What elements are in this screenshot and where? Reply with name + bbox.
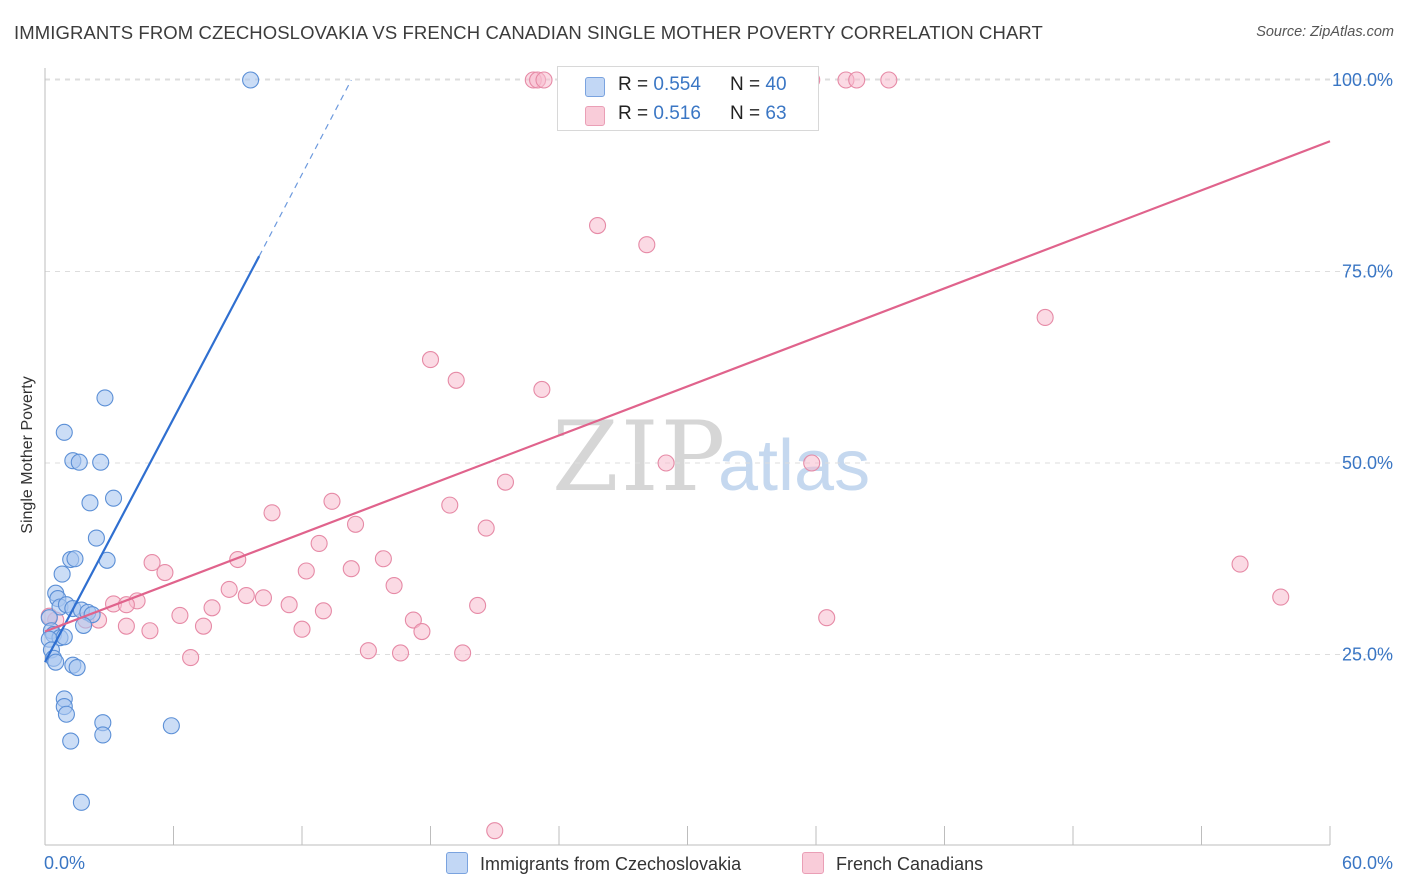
data-point-czechoslovakia [94,726,112,744]
data-point-french-canadians [477,519,495,537]
watermark-atlas: atlas [718,426,870,506]
blue-swatch [585,77,605,97]
y-tick-label: 75.0% [1342,262,1393,282]
data-point-french-canadians [1272,588,1290,606]
data-point-french-canadians [421,351,440,369]
data-point-french-canadians [1231,555,1249,573]
data-point-czechoslovakia [104,489,123,507]
data-point-french-canadians [254,589,273,607]
data-point-czechoslovakia [47,653,65,671]
legend-row-french-canadians: R = 0.516 N = 63 [558,100,818,130]
data-point-french-canadians [342,560,360,578]
data-point-french-canadians [374,550,392,568]
legend-item-czechoslovakia: Immigrants from Czechoslovakia [446,852,741,875]
data-point-french-canadians [297,562,315,580]
pink-swatch [585,106,605,126]
data-point-french-canadians [496,473,515,491]
data-point-czechoslovakia [70,453,88,471]
data-point-french-canadians [359,642,377,660]
data-point-french-canadians [280,596,298,614]
correlation-legend: R = 0.554 N = 40 R = 0.516 N = 63 [557,66,819,131]
data-point-czechoslovakia [66,550,84,568]
trendline-french-canadians [44,140,1331,633]
data-point-french-canadians [533,380,551,399]
trend-lines [44,79,1331,663]
data-point-french-canadians [323,492,341,510]
data-point-french-canadians [117,617,135,635]
r-value-czechoslovakia: R = 0.554 [618,74,701,95]
data-point-czechoslovakia [96,389,114,407]
data-point-french-canadians [638,236,656,254]
data-point-french-canadians [818,609,836,627]
blue-legend-swatch [446,852,468,874]
data-point-czechoslovakia [57,705,75,723]
data-point-french-canadians [141,622,159,640]
x-tick-label-min: 0.0% [44,853,85,873]
data-point-french-canadians [535,71,553,89]
data-point-czechoslovakia [68,658,86,677]
series-french-canadians [40,71,1290,840]
data-point-french-canadians [171,606,189,624]
y-tick-label: 50.0% [1342,453,1393,473]
data-point-czechoslovakia [53,565,71,583]
pink-legend-swatch [802,852,824,874]
data-point-french-canadians [454,644,472,662]
data-point-french-canadians [848,71,866,89]
data-point-french-canadians [469,596,487,615]
r-value-french-canadians: R = 0.516 [618,103,701,124]
n-value-french-canadians: N = 63 [730,103,787,124]
data-point-french-canadians [293,620,311,638]
data-point-french-canadians [385,577,403,595]
data-point-czechoslovakia [87,529,105,547]
series-immigrants-czechoslovakia [40,71,260,811]
data-point-french-canadians [203,599,221,617]
data-point-french-canadians [182,649,200,667]
data-point-french-canadians [803,454,821,472]
y-tick-label: 100.0% [1332,70,1393,90]
legend-row-czechoslovakia: R = 0.554 N = 40 [558,71,818,101]
source-label: Source: ZipAtlas.com [1256,24,1394,40]
data-point-french-canadians [413,622,431,641]
tick-labels: 25.0% 50.0% 75.0% 100.0% 0.0% 60.0% [44,70,1393,873]
data-point-czechoslovakia [55,423,73,441]
data-point-french-canadians [143,554,161,572]
data-point-french-canadians [391,644,410,662]
data-point-french-canadians [441,496,459,514]
gridlines [45,78,1392,655]
data-point-czechoslovakia [81,494,99,512]
data-point-french-canadians [194,617,213,635]
axes [44,68,1331,846]
data-point-french-canadians [156,563,174,582]
data-point-french-canadians [220,580,238,598]
data-point-french-canadians [117,596,135,614]
trendline-czechoslovakia-extension [258,79,352,257]
data-point-czechoslovakia [162,717,180,735]
data-point-french-canadians [880,71,898,89]
trendline-czechoslovakia [44,255,261,663]
data-point-czechoslovakia [242,71,260,89]
data-point-czechoslovakia [72,793,90,811]
data-point-french-canadians [404,611,422,629]
legend-item-french-canadians: French Canadians [802,852,983,875]
data-point-french-canadians [346,515,365,533]
data-point-french-canadians [588,216,607,235]
series-legend: Immigrants from Czechoslovakia French Ca… [0,852,1406,878]
data-point-french-canadians [263,504,281,522]
data-point-french-canadians [1036,308,1054,327]
data-point-french-canadians [314,602,332,620]
watermark-zip: ZIP [552,401,727,513]
chart-title: IMMIGRANTS FROM CZECHOSLOVAKIA VS FRENCH… [14,22,1043,43]
x-tick-label-max: 60.0% [1342,853,1393,873]
data-point-french-canadians [447,371,465,389]
data-point-french-canadians [657,454,675,472]
data-point-french-canadians [486,822,504,840]
data-point-french-canadians [310,534,328,552]
data-point-french-canadians [237,586,255,605]
n-value-czechoslovakia: N = 40 [730,74,787,95]
data-point-czechoslovakia [62,732,80,750]
y-tick-label: 25.0% [1342,645,1393,665]
data-point-czechoslovakia [92,453,110,471]
